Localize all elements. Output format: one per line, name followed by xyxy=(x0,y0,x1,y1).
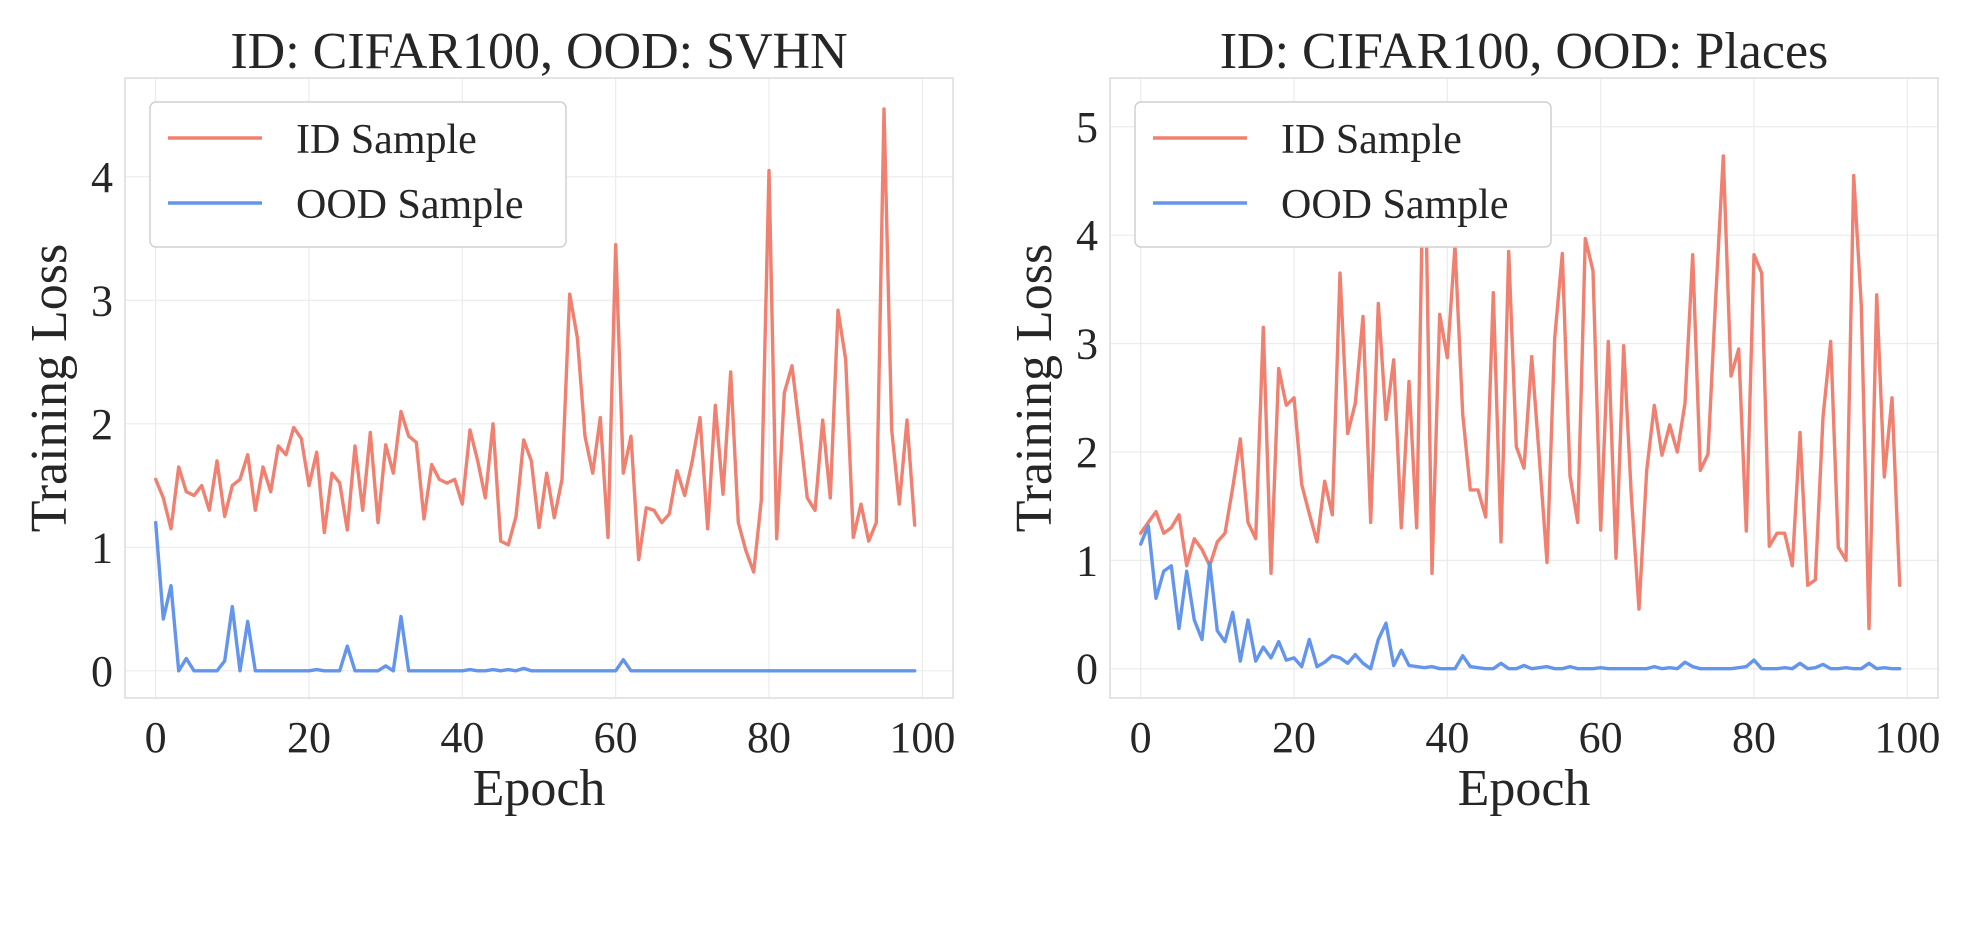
x-tick-label: 60 xyxy=(594,713,638,762)
y-tick-label: 5 xyxy=(1076,103,1098,152)
y-tick-label: 2 xyxy=(1076,428,1098,477)
y-tick-label: 3 xyxy=(1076,320,1098,369)
y-axis-ticks: 0 1 2 3 4 xyxy=(91,153,113,696)
legend: ID Sample OOD Sample xyxy=(149,101,567,248)
legend-label-id-sample: ID Sample xyxy=(1281,117,1462,163)
series-lines xyxy=(153,107,917,673)
y-axis-label: Training Loss xyxy=(21,244,78,532)
series-lines xyxy=(1138,103,1902,671)
chart-panel-svhn: ID: CIFAR100, OOD: SVHN 0 20 40 60 80 100 0 1 2… xyxy=(21,23,955,817)
x-tick-label: 80 xyxy=(747,713,791,762)
plot-frame xyxy=(124,77,954,699)
y-axis-label: Training Loss xyxy=(1006,244,1063,532)
plot-frame xyxy=(1109,77,1939,699)
series-line-id-sample xyxy=(153,107,917,574)
x-tick-label: 100 xyxy=(889,713,955,762)
x-tick-label: 20 xyxy=(1272,713,1316,762)
series-line-ood-sample xyxy=(1138,524,1902,671)
y-tick-label: 4 xyxy=(91,153,113,202)
x-axis-label: Epoch xyxy=(473,760,606,817)
x-tick-label: 0 xyxy=(1130,713,1152,762)
plot-area xyxy=(124,77,954,699)
x-axis-label: Epoch xyxy=(1458,760,1591,817)
chart-panel-places: ID: CIFAR100, OOD: Places 0 20 40 60 80 100 0… xyxy=(1006,23,1940,817)
x-tick-label: 80 xyxy=(1732,713,1776,762)
x-tick-label: 0 xyxy=(145,713,167,762)
x-tick-label: 40 xyxy=(440,713,484,762)
x-tick-label: 40 xyxy=(1425,713,1469,762)
legend: ID Sample OOD Sample xyxy=(1134,101,1552,248)
legend-label-ood-sample: OOD Sample xyxy=(296,182,523,228)
x-axis-ticks: 0 20 40 60 80 100 xyxy=(145,713,956,762)
y-tick-label: 2 xyxy=(91,400,113,449)
y-tick-label: 1 xyxy=(91,523,113,572)
series-line-ood-sample xyxy=(153,520,917,673)
y-tick-label: 3 xyxy=(91,276,113,325)
y-axis-ticks: 0 1 2 3 4 5 xyxy=(1076,103,1098,694)
y-tick-label: 0 xyxy=(91,647,113,696)
x-tick-label: 100 xyxy=(1874,713,1940,762)
legend-label-id-sample: ID Sample xyxy=(296,117,477,163)
y-tick-label: 0 xyxy=(1076,645,1098,694)
x-tick-label: 20 xyxy=(287,713,331,762)
x-tick-label: 60 xyxy=(1579,713,1623,762)
chart-title: ID: CIFAR100, OOD: Places xyxy=(1220,23,1829,80)
legend-label-ood-sample: OOD Sample xyxy=(1281,182,1508,228)
series-line-id-sample xyxy=(1138,103,1902,631)
y-tick-label: 4 xyxy=(1076,211,1098,260)
y-tick-label: 1 xyxy=(1076,536,1098,585)
x-axis-ticks: 0 20 40 60 80 100 xyxy=(1130,713,1941,762)
chart-title: ID: CIFAR100, OOD: SVHN xyxy=(230,23,847,80)
